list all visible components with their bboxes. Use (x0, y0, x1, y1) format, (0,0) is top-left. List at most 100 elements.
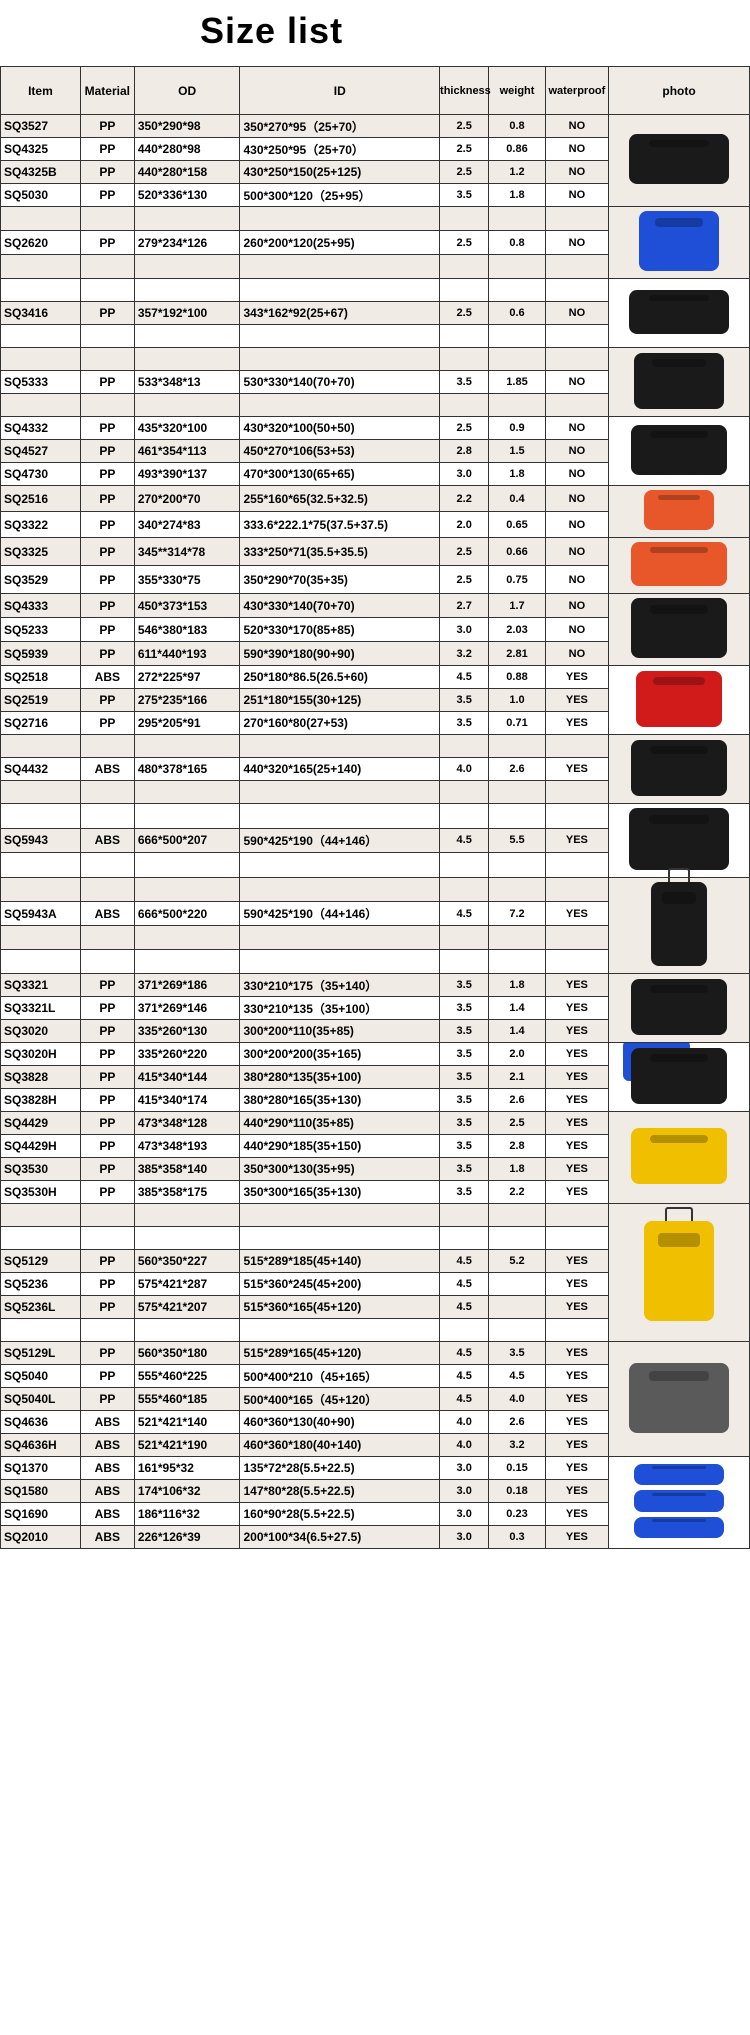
cell-waterproof: YES (545, 1020, 608, 1043)
cell-weight: 1.0 (489, 689, 545, 712)
cell-waterproof: YES (545, 974, 608, 997)
cell-weight: 5.2 (489, 1250, 545, 1273)
cell-item: SQ3416 (1, 302, 81, 325)
cell-material: PP (80, 642, 134, 666)
cell-id: 590*425*190（44+146） (240, 828, 440, 853)
cell-weight: 2.03 (489, 618, 545, 642)
cell-material: PP (80, 689, 134, 712)
cell-od: 575*421*207 (134, 1296, 240, 1319)
cell-weight: 0.3 (489, 1526, 545, 1549)
cell-waterproof: NO (545, 486, 608, 512)
cell-material: PP (80, 302, 134, 325)
cell-weight: 0.71 (489, 712, 545, 735)
cell-waterproof: YES (545, 997, 608, 1020)
cell-item: SQ4325B (1, 161, 81, 184)
cell-item: SQ4730 (1, 463, 81, 486)
cell-item: SQ2518 (1, 666, 81, 689)
cell-item: SQ4636H (1, 1434, 81, 1457)
cell-thickness: 4.5 (440, 828, 489, 853)
cell-waterproof: YES (545, 1434, 608, 1457)
photo-cell (609, 1457, 750, 1549)
cell-material: PP (80, 618, 134, 642)
cell-od: 520*336*130 (134, 184, 240, 207)
cell-weight: 4.0 (489, 1388, 545, 1411)
col-material: Material (80, 67, 134, 115)
cell-material: ABS (80, 828, 134, 853)
cell-item: SQ3321 (1, 974, 81, 997)
cell-item: SQ2516 (1, 486, 81, 512)
cell-item: SQ1370 (1, 1457, 81, 1480)
cell-weight: 3.2 (489, 1434, 545, 1457)
cell-id: 430*320*100(50+50) (240, 417, 440, 440)
table-row: SQ3020H PP 335*260*220 300*200*200(35+16… (1, 1043, 750, 1066)
cell-thickness: 2.0 (440, 512, 489, 538)
table-row: SQ3527 PP 350*290*98 350*270*95（25+70） 2… (1, 115, 750, 138)
cell-material: ABS (80, 1503, 134, 1526)
cell-material: PP (80, 1043, 134, 1066)
cell-thickness: 3.5 (440, 1112, 489, 1135)
cell-item: SQ5040L (1, 1388, 81, 1411)
cell-id: 333.6*222.1*75(37.5+37.5) (240, 512, 440, 538)
cell-weight: 1.4 (489, 997, 545, 1020)
col-waterproof: waterproof (545, 67, 608, 115)
photo-cell (609, 735, 750, 804)
cell-od: 546*380*183 (134, 618, 240, 642)
cell-od: 521*421*190 (134, 1434, 240, 1457)
cell-item: SQ4527 (1, 440, 81, 463)
cell-weight: 2.2 (489, 1181, 545, 1204)
cell-material: PP (80, 115, 134, 138)
cell-waterproof: NO (545, 440, 608, 463)
cell-weight: 1.4 (489, 1020, 545, 1043)
cell-item: SQ5939 (1, 642, 81, 666)
cell-thickness: 4.0 (440, 1411, 489, 1434)
cell-weight: 1.8 (489, 184, 545, 207)
cell-item: SQ4432 (1, 758, 81, 781)
cell-material: PP (80, 1365, 134, 1388)
cell-thickness: 4.5 (440, 1273, 489, 1296)
cell-item: SQ5236L (1, 1296, 81, 1319)
cell-od: 555*460*225 (134, 1365, 240, 1388)
cell-od: 555*460*185 (134, 1388, 240, 1411)
cell-waterproof: YES (545, 1135, 608, 1158)
cell-id: 590*425*190（44+146） (240, 902, 440, 926)
cell-od: 450*373*153 (134, 594, 240, 618)
photo-cell (609, 417, 750, 486)
cell-material: PP (80, 1296, 134, 1319)
cell-weight: 0.86 (489, 138, 545, 161)
cell-item: SQ2519 (1, 689, 81, 712)
cell-od: 335*260*130 (134, 1020, 240, 1043)
cell-waterproof: YES (545, 1181, 608, 1204)
cell-material: PP (80, 371, 134, 394)
cell-item: SQ5236 (1, 1273, 81, 1296)
cell-waterproof: YES (545, 712, 608, 735)
col-thickness: thickness (440, 67, 489, 115)
cell-id: 515*289*185(45+140) (240, 1250, 440, 1273)
cell-od: 350*290*98 (134, 115, 240, 138)
table-row (1, 878, 750, 902)
cell-weight: 3.5 (489, 1342, 545, 1365)
cell-thickness: 2.5 (440, 417, 489, 440)
cell-weight: 1.8 (489, 974, 545, 997)
cell-item: SQ3321L (1, 997, 81, 1020)
cell-item: SQ3828H (1, 1089, 81, 1112)
cell-item: SQ3527 (1, 115, 81, 138)
cell-waterproof: YES (545, 1388, 608, 1411)
photo-cell (609, 279, 750, 348)
cell-od: 355*330*75 (134, 566, 240, 594)
photo-cell (609, 594, 750, 666)
cell-id: 515*289*165(45+120) (240, 1342, 440, 1365)
photo-cell (609, 348, 750, 417)
cell-thickness: 3.0 (440, 463, 489, 486)
cell-od: 161*95*32 (134, 1457, 240, 1480)
cell-od: 440*280*98 (134, 138, 240, 161)
cell-id: 135*72*28(5.5+22.5) (240, 1457, 440, 1480)
cell-item: SQ5333 (1, 371, 81, 394)
cell-thickness: 3.5 (440, 1181, 489, 1204)
cell-thickness: 3.5 (440, 689, 489, 712)
cell-weight: 0.23 (489, 1503, 545, 1526)
cell-thickness: 2.7 (440, 594, 489, 618)
cell-item: SQ4636 (1, 1411, 81, 1434)
table-row (1, 1204, 750, 1227)
cell-id: 350*300*165(35+130) (240, 1181, 440, 1204)
table-row: SQ2516 PP 270*200*70 255*160*65(32.5+32.… (1, 486, 750, 512)
